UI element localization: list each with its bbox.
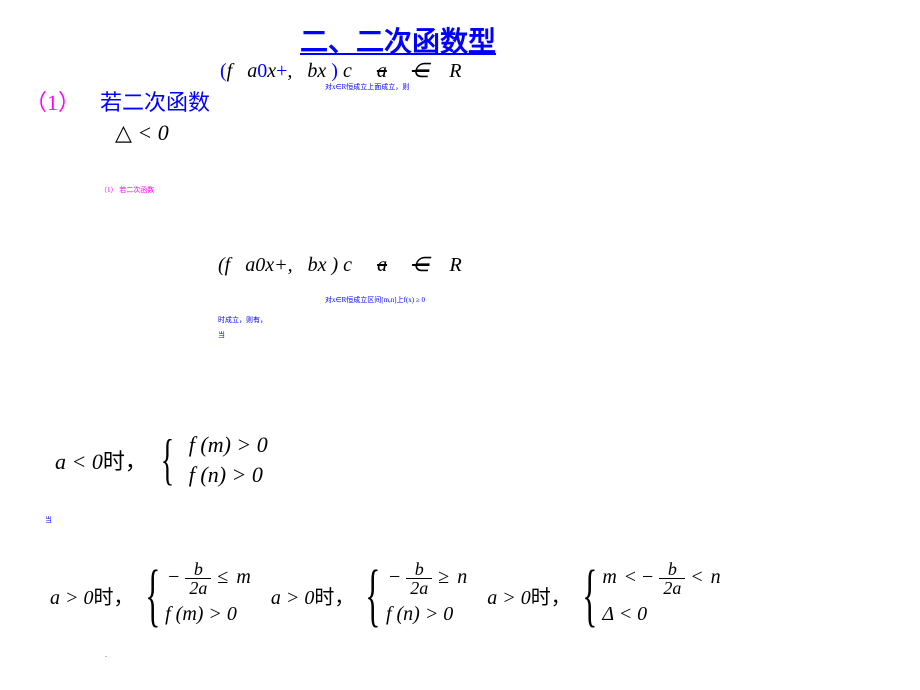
system-1-prefix: a < 0时， — [55, 444, 147, 476]
bottom-system-1-row-1: −b2a≤ m — [165, 560, 251, 597]
tiny-annotation-5: 当 — [218, 330, 225, 340]
bottom-systems-row: a > 0时，{−b2a≤ mf (m) > 0a > 0时，{−b2a≥ nf… — [50, 560, 900, 631]
left-brace-icon: { — [366, 561, 381, 631]
bottom-system-3-row-2: Δ < 0 — [602, 597, 720, 631]
left-brace-icon: { — [161, 432, 174, 488]
delta-condition: △ < 0 — [115, 120, 169, 146]
tiny-annotation-3: 对x∈R恒成立区间[m,n]上f(x) ≥ 0 — [325, 295, 425, 305]
bottom-system-2-row-2: f (n) > 0 — [386, 597, 467, 631]
tiny-annotation-6: 当 — [45, 515, 52, 525]
bottom-system-2: a > 0时， {−b2a≥ nf (n) > 0 — [271, 560, 467, 631]
section-title: 二、二次函数型 — [300, 20, 496, 60]
tiny-annotation-2: （1） 若二次函数 — [100, 185, 154, 195]
bottom-system-3-prefix: a > 0时， — [487, 581, 571, 610]
left-brace-icon: { — [582, 561, 597, 631]
formula-line-2: (f a0x+, bx ) c a ∈ R — [218, 252, 462, 277]
system-1-row-1: f (m) > 0 — [189, 430, 268, 460]
bottom-system-2-prefix: a > 0时， — [271, 581, 355, 610]
bottom-system-1-row-2: f (m) > 0 — [165, 597, 251, 631]
bottom-system-1: a > 0时， {−b2a≤ mf (m) > 0 — [50, 560, 251, 631]
bottom-system-3-row-1: m <−b2a< n — [602, 560, 720, 597]
item-1-label: （1） — [25, 85, 80, 117]
item-1-text: 若二次函数 — [100, 85, 210, 117]
system-1-row-2: f (n) > 0 — [189, 460, 268, 490]
tiny-annotation-1: 对x∈R恒成立上面成立，则 — [325, 82, 409, 92]
left-brace-icon: { — [145, 561, 160, 631]
tiny-annotation-4: 时成立，则有， — [218, 315, 267, 325]
bottom-system-2-row-1: −b2a≥ n — [386, 560, 467, 597]
bottom-system-1-prefix: a > 0时， — [50, 581, 134, 610]
bottom-system-3: a > 0时， {m <−b2a< nΔ < 0 — [487, 560, 720, 631]
math-system-1: a < 0时， { f (m) > 0 f (n) > 0 — [55, 430, 268, 490]
formula-line-1: (f a0x+, bx ) c a ∈ R — [220, 58, 462, 83]
tiny-red-dot: . — [105, 650, 107, 659]
